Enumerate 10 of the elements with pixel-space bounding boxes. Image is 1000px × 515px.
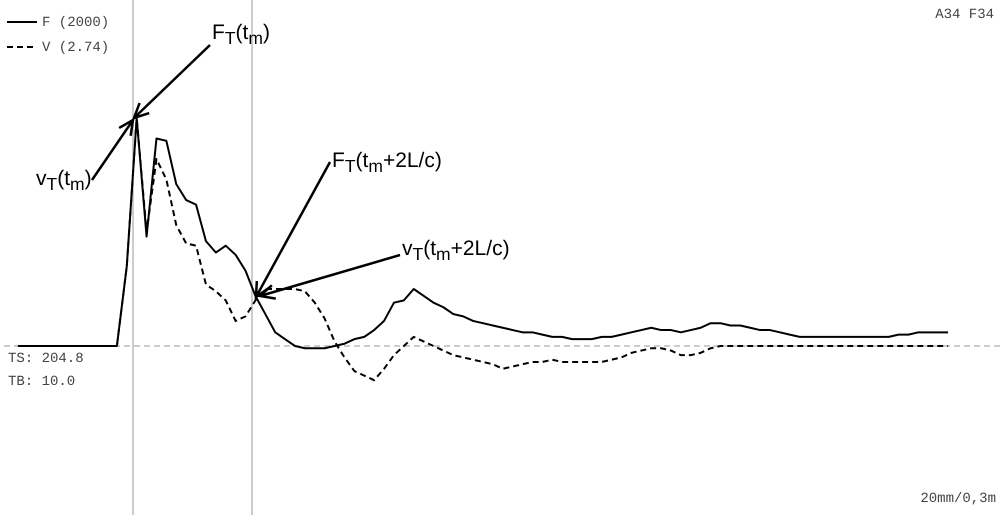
annotation: F$_{T}$(t$_{m}$+2L/c) xyxy=(332,149,442,176)
text: 20mm/0,3m xyxy=(920,491,996,507)
text: F$_{T}$(t$_{m}$) xyxy=(212,21,270,48)
annotation: TS: 204.8 xyxy=(8,351,84,367)
text: A34 F34 xyxy=(935,7,994,23)
annotation: v$_{T}$(t$_{m}$+2L/c) xyxy=(402,237,510,264)
annotation: TB: 10.0 xyxy=(8,374,76,390)
legend-label: V (2.74) xyxy=(42,40,110,56)
annotation: v$_{T}$(t$_{m}$) xyxy=(36,167,92,194)
legend-label: F (2000) xyxy=(42,15,110,31)
